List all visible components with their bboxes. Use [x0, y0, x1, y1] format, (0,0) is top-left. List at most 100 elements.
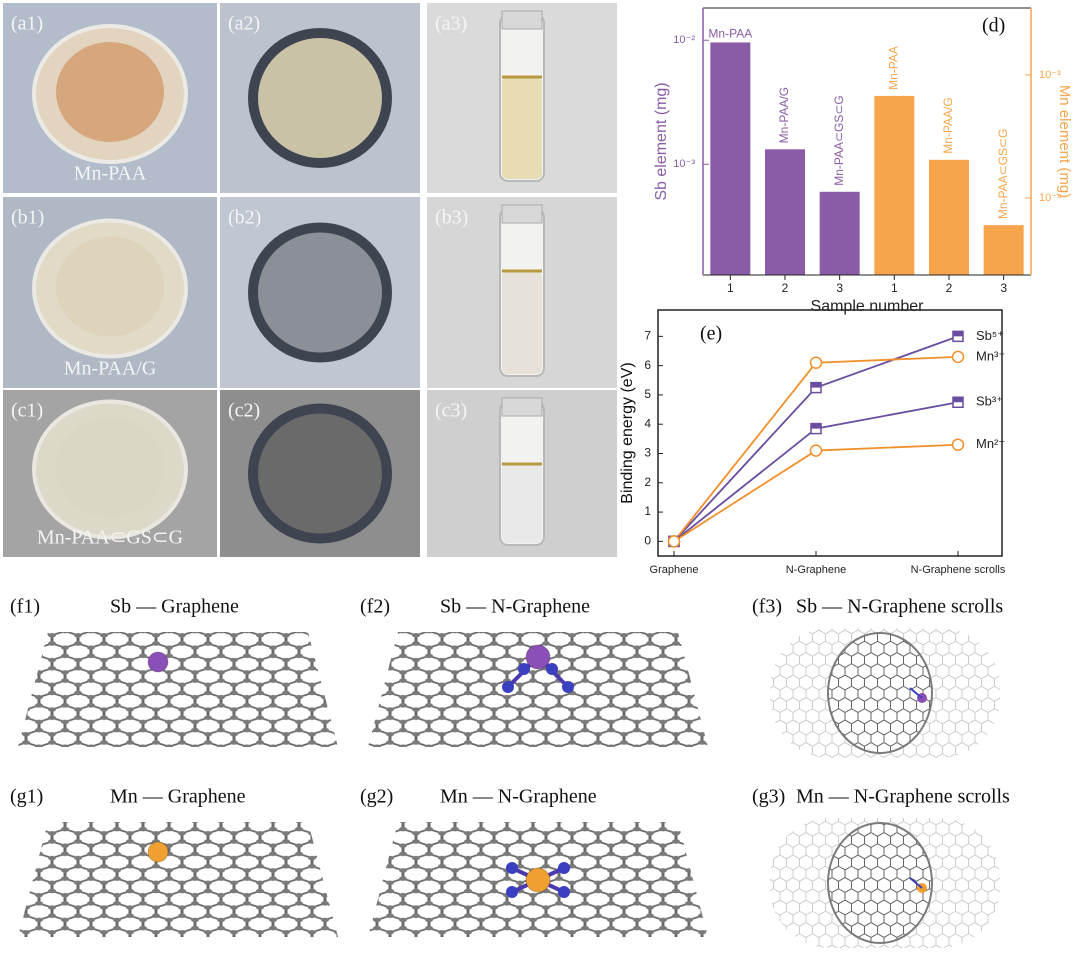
- vial-neck: [501, 204, 543, 224]
- structure-title: Sb — N-Graphene: [440, 596, 590, 618]
- metal-atom: [147, 651, 169, 673]
- graphene-sheet: [18, 632, 338, 747]
- x-tick-label: 2: [946, 281, 953, 295]
- tick-label: 10⁻⁴: [1039, 192, 1062, 204]
- panel-label: (b1): [11, 207, 44, 229]
- structure-title: Mn — N-Graphene: [440, 786, 597, 808]
- x-tick-label: 2: [782, 281, 789, 295]
- y-tick-label: 4: [644, 416, 651, 430]
- panel-label: (g1): [10, 786, 43, 808]
- liquid: [502, 271, 542, 374]
- marker: [951, 438, 965, 451]
- panel-label: (c3): [435, 400, 467, 422]
- legend-label: Mn³⁺: [976, 348, 1005, 363]
- bar-label: Mn-PAA⊂GS⊂G: [832, 95, 846, 186]
- marker: [810, 422, 822, 435]
- panel-label: (a3): [435, 13, 467, 35]
- legend-label: Mn²⁺: [976, 436, 1005, 451]
- liquid: [502, 464, 542, 543]
- graphene-sheet: [368, 632, 708, 747]
- x-tick-label: N-Graphene scrolls: [911, 564, 1006, 576]
- nitrogen-atom: [558, 886, 570, 898]
- scroll-inner: [827, 822, 933, 944]
- marker-fill: [953, 397, 963, 403]
- marker: [809, 444, 823, 457]
- y-tick-label: 5: [644, 387, 651, 401]
- marker-fill: [811, 382, 821, 388]
- panel-label: (e): [700, 323, 722, 345]
- bar: [929, 159, 969, 275]
- photo-caption: Mn-PAA⊂GS⊂G: [37, 527, 183, 549]
- nitrogen-atom: [562, 681, 574, 693]
- panel-label: (f3): [752, 596, 782, 618]
- panel-label: (a2): [228, 13, 260, 35]
- plot-frame: [657, 309, 1003, 557]
- metal-atom: [147, 841, 169, 863]
- x-axis-label: Sample number: [811, 298, 925, 315]
- y2-axis-label: Mn element (mg): [1056, 85, 1073, 198]
- membrane-center: [56, 236, 164, 337]
- marker: [667, 535, 681, 548]
- panel-label: (g2): [360, 786, 393, 808]
- bond: [909, 877, 923, 889]
- nitrogen-atom: [506, 862, 518, 874]
- y-axis-label: Binding energy (eV): [619, 362, 636, 503]
- y-tick-label: 0: [644, 534, 651, 548]
- panel-label: (c1): [11, 400, 43, 422]
- x-tick-label: 1: [891, 281, 898, 295]
- photo-caption: Mn-PAA: [74, 163, 147, 185]
- legend-label: Sb³⁺: [976, 394, 1003, 409]
- nitrogen-atom: [502, 681, 514, 693]
- marker-fill: [953, 331, 963, 337]
- structure-title: Mn — N-Graphene scrolls: [796, 786, 1010, 808]
- photo-caption: Mn-PAA/G: [64, 358, 157, 380]
- graphene-sheet: [18, 822, 338, 937]
- tick-label: 10⁻²: [673, 34, 695, 46]
- bar: [874, 95, 915, 275]
- y-axis-label: Sb element (mg): [653, 82, 670, 200]
- y-tick-label: 1: [644, 504, 651, 518]
- bar-label: Mn-PAA: [708, 27, 752, 41]
- tick-label: 10⁻³: [1039, 69, 1061, 81]
- bar: [710, 42, 751, 275]
- structure-title: Sb — N-Graphene scrolls: [796, 596, 1003, 618]
- panel-label: (f1): [10, 596, 40, 618]
- structure-title: Sb — Graphene: [110, 596, 239, 618]
- membrane-center: [56, 417, 164, 518]
- x-tick-label: 3: [836, 281, 843, 295]
- marker: [952, 396, 964, 408]
- x-tick-label: N-Graphene: [786, 564, 847, 576]
- nitrogen-atom: [506, 886, 518, 898]
- nitrogen-atom: [546, 663, 558, 675]
- bar: [819, 191, 860, 275]
- marker: [952, 330, 964, 343]
- structure-title: Mn — Graphene: [110, 786, 246, 808]
- panel-label: (g3): [752, 786, 785, 808]
- marker: [810, 381, 822, 394]
- legend-label: Sb⁵⁺: [976, 328, 1004, 343]
- liquid: [502, 77, 542, 179]
- vial-neck: [501, 10, 543, 30]
- bar-label: Mn-PAA/G: [777, 87, 791, 143]
- membrane-center: [56, 42, 164, 142]
- vial-neck: [501, 397, 543, 417]
- y-tick-label: 2: [644, 475, 651, 489]
- electrode: [258, 413, 382, 534]
- bar-label: Mn-PAA⊂GS⊂G: [996, 129, 1010, 220]
- nitrogen-atom: [558, 862, 570, 874]
- tick-label: 10⁻³: [673, 158, 695, 170]
- metal-atom: [525, 644, 551, 670]
- panel-label: (b2): [228, 207, 261, 229]
- nitrogen-atom: [518, 663, 530, 675]
- bond: [909, 687, 923, 699]
- marker-fill: [811, 423, 821, 429]
- panel-label: (f2): [360, 596, 390, 618]
- electrode: [258, 38, 382, 158]
- series-line: [673, 443, 959, 543]
- panel-label: (c2): [228, 400, 260, 422]
- electrode: [258, 232, 382, 353]
- bar: [983, 225, 1024, 275]
- scroll-inner: [827, 632, 933, 754]
